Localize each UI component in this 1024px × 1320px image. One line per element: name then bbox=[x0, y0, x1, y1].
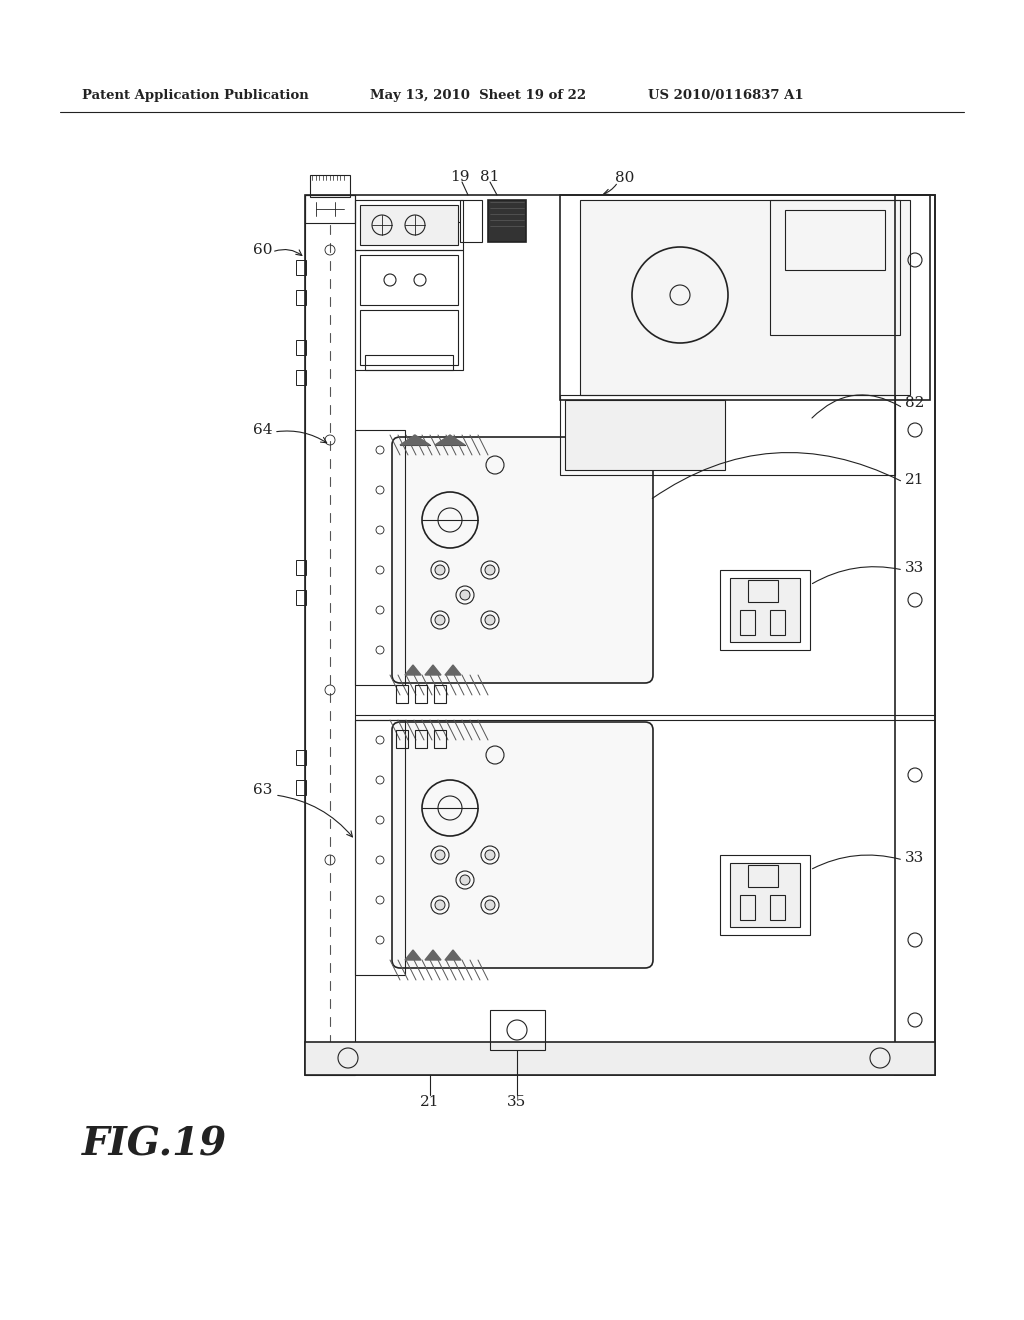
Text: 63: 63 bbox=[253, 783, 272, 797]
Bar bbox=[396, 730, 408, 748]
Polygon shape bbox=[435, 436, 465, 445]
Text: Patent Application Publication: Patent Application Publication bbox=[82, 88, 309, 102]
Text: 33: 33 bbox=[905, 851, 925, 865]
Bar bbox=[580, 201, 910, 395]
Bar bbox=[305, 195, 355, 223]
Bar bbox=[296, 590, 306, 605]
Circle shape bbox=[435, 900, 445, 909]
Polygon shape bbox=[445, 950, 461, 960]
Text: 21: 21 bbox=[420, 1096, 439, 1109]
Polygon shape bbox=[406, 665, 421, 675]
Bar bbox=[730, 863, 800, 927]
Bar bbox=[396, 685, 408, 704]
Bar bbox=[296, 780, 306, 795]
Bar bbox=[296, 290, 306, 305]
Circle shape bbox=[435, 615, 445, 624]
Bar bbox=[355, 430, 406, 685]
Bar bbox=[360, 310, 458, 366]
Bar bbox=[560, 195, 930, 400]
Bar bbox=[490, 1010, 545, 1049]
Polygon shape bbox=[406, 950, 421, 960]
Circle shape bbox=[485, 850, 495, 861]
FancyBboxPatch shape bbox=[392, 437, 653, 682]
Bar bbox=[296, 341, 306, 355]
Bar bbox=[748, 865, 778, 887]
Bar bbox=[770, 610, 785, 635]
Circle shape bbox=[460, 875, 470, 884]
Text: 21: 21 bbox=[905, 473, 925, 487]
Bar bbox=[355, 249, 463, 370]
Polygon shape bbox=[400, 436, 430, 445]
Circle shape bbox=[485, 565, 495, 576]
Bar bbox=[895, 195, 935, 1074]
Bar bbox=[310, 176, 350, 197]
Circle shape bbox=[435, 565, 445, 576]
Text: 60: 60 bbox=[253, 243, 272, 257]
Bar bbox=[560, 395, 895, 475]
Polygon shape bbox=[445, 665, 461, 675]
Bar bbox=[720, 855, 810, 935]
Text: 35: 35 bbox=[507, 1096, 526, 1109]
Bar bbox=[720, 570, 810, 649]
Bar bbox=[355, 201, 463, 249]
Bar bbox=[296, 560, 306, 576]
Text: US 2010/0116837 A1: US 2010/0116837 A1 bbox=[648, 88, 804, 102]
Text: 64: 64 bbox=[253, 422, 272, 437]
Text: 82: 82 bbox=[905, 396, 925, 411]
Polygon shape bbox=[425, 950, 441, 960]
Bar bbox=[740, 895, 755, 920]
Circle shape bbox=[485, 615, 495, 624]
Bar bbox=[415, 730, 427, 748]
Bar bbox=[748, 579, 778, 602]
Bar bbox=[730, 578, 800, 642]
Bar bbox=[565, 400, 725, 470]
Bar bbox=[434, 685, 446, 704]
Bar bbox=[360, 205, 458, 246]
Bar bbox=[296, 260, 306, 275]
Bar bbox=[305, 1041, 935, 1074]
FancyBboxPatch shape bbox=[392, 722, 653, 968]
Bar bbox=[460, 201, 482, 242]
Text: May 13, 2010  Sheet 19 of 22: May 13, 2010 Sheet 19 of 22 bbox=[370, 88, 586, 102]
Bar bbox=[415, 685, 427, 704]
Circle shape bbox=[460, 590, 470, 601]
Bar bbox=[434, 730, 446, 748]
Text: 19: 19 bbox=[451, 170, 470, 183]
Bar bbox=[488, 201, 526, 242]
Bar bbox=[305, 195, 355, 1074]
Circle shape bbox=[435, 850, 445, 861]
Circle shape bbox=[485, 900, 495, 909]
Text: FIG.19: FIG.19 bbox=[82, 1126, 227, 1164]
Bar bbox=[296, 750, 306, 766]
Bar bbox=[785, 210, 885, 271]
Bar bbox=[355, 719, 406, 975]
Bar bbox=[365, 355, 453, 370]
Polygon shape bbox=[425, 665, 441, 675]
Bar bbox=[740, 610, 755, 635]
Bar bbox=[296, 370, 306, 385]
Text: 33: 33 bbox=[905, 561, 925, 576]
Bar bbox=[770, 895, 785, 920]
Text: 81: 81 bbox=[480, 170, 500, 183]
Bar bbox=[770, 201, 900, 335]
Bar bbox=[305, 195, 935, 1074]
Text: 80: 80 bbox=[615, 172, 635, 185]
Bar bbox=[360, 255, 458, 305]
